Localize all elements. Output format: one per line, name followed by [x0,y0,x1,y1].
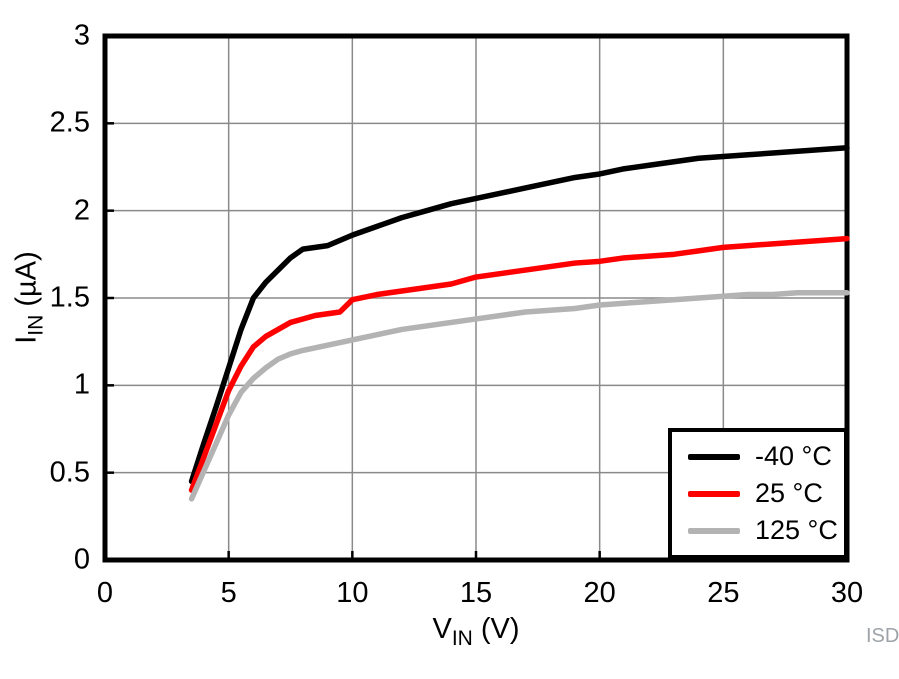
y-tick-label: 1.5 [49,281,90,314]
y-tick-label: 0 [73,543,90,576]
legend-line-swatch [688,453,740,460]
y-axis-title: IIN (µA) [10,198,48,398]
plot-frame [102,33,850,563]
y-axis-subscript: IN [24,314,48,336]
series-line-2 [188,290,850,502]
y-tick-label: 3 [73,19,90,52]
legend-item: 25 °C [688,480,844,508]
x-axis-unit: (V) [472,613,520,645]
x-axis-title: VIN (V) [326,613,626,649]
x-tick-label: 30 [830,577,864,609]
x-tick-label: 5 [220,577,237,609]
x-tick-label: 10 [336,577,369,609]
legend: -40 °C 25 °C 125 °C [668,428,848,559]
y-tick-label: 2.5 [49,106,90,139]
x-tick-label: 0 [96,577,114,609]
legend-item: -40 °C [688,443,844,471]
x-axis-symbol: V [432,613,452,645]
x-tick-label: 15 [459,577,493,609]
legend-label: 125 °C [755,515,838,545]
legend-label: -40 °C [755,441,832,471]
watermark-text: ISD [866,625,899,647]
x-axis-subscript: IN [451,626,473,650]
series-line-1 [188,235,850,493]
x-tick-label: 25 [707,577,740,609]
y-tick-label: 0.5 [49,456,90,489]
series-line-0 [188,145,850,485]
y-axis-symbol: I [10,335,43,344]
y-axis-unit: (µA) [10,251,43,315]
legend-item: 125 °C [688,517,844,545]
y-tick-label: 1 [73,368,90,401]
x-tick-label: 20 [583,577,616,609]
y-tick-label: 2 [73,194,90,227]
legend-line-swatch [688,527,740,534]
legend-label: 25 °C [755,478,823,508]
legend-line-swatch [688,490,740,497]
